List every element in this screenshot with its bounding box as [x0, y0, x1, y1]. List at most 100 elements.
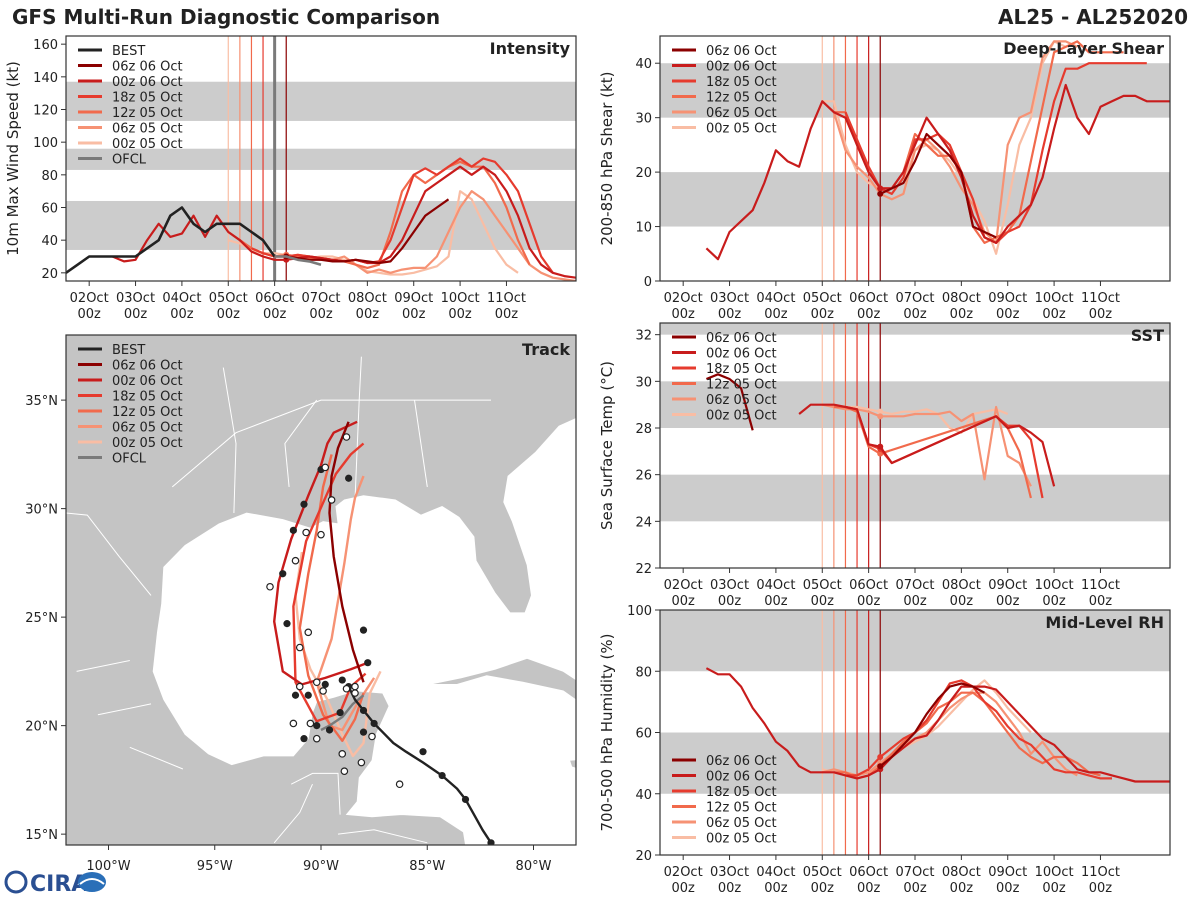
x-tick-label-date: 11Oct [1081, 291, 1120, 306]
x-tick-label-date: 02Oct [664, 291, 703, 306]
x-tick-label-date: 03Oct [710, 578, 749, 593]
legend-label-00z-06-oct: 00z 06 Oct [706, 347, 777, 362]
x-tick-label-date: 08Oct [942, 291, 981, 306]
track-marker-filled [359, 728, 368, 736]
x-tick-label-hour: 00z [309, 307, 333, 322]
track-marker-filled [461, 795, 470, 804]
land-cuba [429, 657, 576, 701]
track-marker-open [342, 433, 351, 441]
track-marker-open [302, 528, 310, 537]
x-tick-label-hour: 00z [671, 594, 695, 609]
track-marker-filled [291, 691, 300, 699]
x-tick-label-hour: 00z [811, 881, 835, 896]
track-marker-open [295, 643, 304, 652]
track-marker-open [306, 719, 315, 728]
y-tick-label: 40 [41, 234, 58, 249]
series-line-06z-06-oct [879, 132, 997, 239]
x-tick-label-date: 04Oct [756, 291, 795, 306]
series-line-00z-05-oct [822, 403, 1009, 434]
x-tick-label-hour: 00z [170, 307, 194, 322]
boundary-line-0 [171, 399, 491, 488]
track-marker-filled [325, 726, 334, 734]
y-tick-label: 30 [635, 375, 652, 390]
y-axis-label: Sea Surface Temp (°C) [598, 361, 616, 530]
y-axis-label: 700-500 hPa Humidity (%) [598, 633, 616, 831]
init-marker-06z-05-oct [877, 413, 884, 420]
y-tick-label: 100 [33, 136, 58, 151]
legend-label-18z-05-oct: 18z 05 Oct [112, 390, 183, 405]
intensity-panel: 2040608010012014016002Oct00z03Oct00z04Oc… [4, 35, 577, 322]
track-marker-open [319, 687, 327, 695]
series-line-06z-06-oct [705, 373, 754, 431]
track-marker-filled [438, 771, 446, 780]
track-marker-open [295, 682, 304, 691]
legend-label-00z-05-oct: 00z 05 Oct [112, 436, 183, 451]
x-tick-label-hour: 00z [857, 307, 881, 322]
legend-label-06z-05-oct: 06z 05 Oct [706, 816, 777, 831]
init-marker-18z-05-oct [877, 754, 884, 760]
x-tick-label-hour: 00z [811, 594, 835, 609]
y-tick-label: 10 [635, 221, 652, 236]
track-marker-filled [289, 526, 297, 534]
x-tick-label-hour: 00z [718, 307, 742, 322]
land-jamaica [569, 759, 576, 769]
track-line-06z-05-oct [315, 475, 376, 732]
boundary-line-2 [354, 356, 362, 500]
track-marker-filled [359, 626, 368, 634]
x-tick-label-hour: 00z [1089, 594, 1113, 609]
track-marker-filled [279, 570, 287, 578]
x-tick-label-hour: 00z [1042, 307, 1066, 322]
lat-tick-label: 35°N [25, 394, 58, 409]
panel-title: Deep-Layer Shear [1003, 39, 1164, 58]
x-tick-label-date: 09Oct [394, 291, 433, 306]
track-marker-open [312, 734, 321, 743]
legend-label-18z-05-oct: 18z 05 Oct [706, 362, 777, 377]
boundary-line-8 [129, 746, 184, 770]
y-tick-label: 60 [635, 727, 652, 742]
track-marker-open [340, 767, 349, 776]
track-marker-open [266, 582, 274, 591]
y-tick-label: 20 [41, 267, 58, 282]
x-tick-label-hour: 00z [996, 594, 1020, 609]
lon-tick-label: 80°W [516, 859, 552, 874]
x-tick-label-hour: 00z [1042, 594, 1066, 609]
boundary-line-3 [414, 400, 428, 487]
x-tick-label-date: 08Oct [348, 291, 387, 306]
x-tick-label-hour: 00z [1089, 307, 1113, 322]
y-tick-label: 40 [635, 788, 652, 803]
init-marker-06z-06-oct [877, 190, 884, 197]
track-marker-filled [345, 474, 353, 482]
x-tick-label-hour: 00z [402, 307, 426, 322]
legend-label-06z-06-oct: 06z 06 Oct [112, 60, 183, 75]
y-tick-label: 80 [41, 169, 58, 184]
legend-label-06z-05-oct: 06z 05 Oct [706, 106, 777, 121]
x-tick-label-date: 09Oct [988, 578, 1027, 593]
y-tick-label: 80 [635, 665, 652, 680]
legend-label-06z-05-oct: 06z 05 Oct [112, 122, 183, 137]
figure-title: GFS Multi-Run Diagnostic Comparison [12, 5, 440, 29]
y-tick-label: 24 [635, 515, 652, 530]
legend-label-06z-05-oct: 06z 05 Oct [112, 421, 183, 436]
x-tick-label-date: 07Oct [301, 291, 340, 306]
x-tick-label-date: 04Oct [756, 578, 795, 593]
init-marker-00z-06-oct [877, 185, 884, 192]
shear-panel: 01020304002Oct00z03Oct00z04Oct00z05Oct00… [598, 35, 1171, 322]
x-tick-label-date: 04Oct [756, 865, 795, 880]
x-tick-label-hour: 00z [764, 307, 788, 322]
legend-label-18z-05-oct: 18z 05 Oct [706, 75, 777, 90]
track-marker-filled [300, 500, 308, 508]
y-axis-label: 10m Max Wind Speed (kt) [4, 61, 22, 256]
legend-label-00z-06-oct: 00z 06 Oct [706, 770, 777, 785]
lon-tick-label: 100°W [86, 859, 130, 874]
x-tick-label-date: 10Oct [1035, 865, 1074, 880]
legend-label-best: BEST [112, 44, 145, 59]
x-tick-label-date: 05Oct [209, 291, 248, 306]
init-marker-06z-06-oct [877, 763, 884, 770]
x-tick-label-hour: 00z [263, 307, 287, 322]
track-line-18z-05-oct [292, 442, 367, 723]
init-marker-00z-05-oct [877, 408, 884, 415]
series-group [705, 40, 1170, 261]
series-line-18z-05-oct [251, 157, 554, 274]
legend-label-06z-06-oct: 06z 06 Oct [706, 754, 777, 769]
series-line-06z-06-oct [879, 682, 986, 768]
